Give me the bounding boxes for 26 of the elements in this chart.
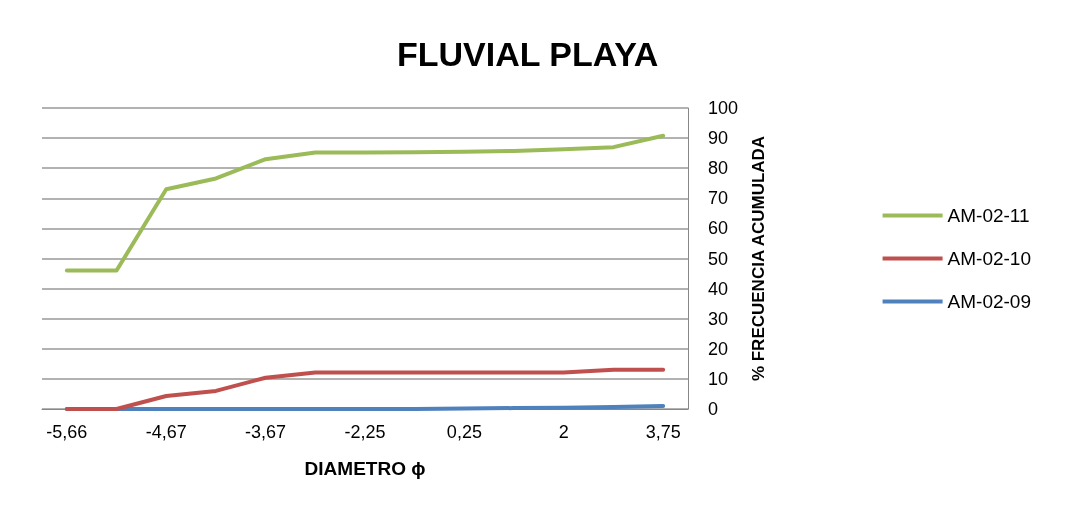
x-tick-label: 0,25 xyxy=(446,422,482,442)
y-tick-label: 10 xyxy=(708,368,729,389)
legend-label: AM-02-09 xyxy=(947,291,1031,312)
x-tick-label: -5,66 xyxy=(46,422,88,442)
chart-title: FLUVIAL PLAYA xyxy=(397,35,659,73)
y-tick-label: 20 xyxy=(708,338,729,359)
line-series xyxy=(64,367,666,411)
y-axis-title: % FRECUENCIA ACUMULADA xyxy=(749,135,768,382)
y-tick-label: 100 xyxy=(708,98,739,118)
x-tick-label: -4,67 xyxy=(145,422,187,442)
legend-label: AM-02-10 xyxy=(947,248,1031,269)
x-tick-label: 2 xyxy=(558,422,569,442)
y-tick-label: 60 xyxy=(708,218,729,239)
y-tick-label: 40 xyxy=(708,278,729,299)
y-tick-label: 70 xyxy=(708,188,729,209)
x-axis-title: DIAMETRO ϕ xyxy=(304,458,426,479)
legend-label: AM-02-11 xyxy=(947,205,1030,226)
x-tick-label: 3,75 xyxy=(645,422,681,442)
y-tick-label: 90 xyxy=(708,128,729,149)
x-tick-label: -3,67 xyxy=(245,422,287,442)
x-tick-label: -2,25 xyxy=(344,422,386,442)
y-tick-label: 50 xyxy=(708,248,729,269)
y-tick-label: 80 xyxy=(708,158,729,179)
line-series xyxy=(64,133,666,273)
y-tick-label: 30 xyxy=(708,308,729,329)
y-tick-label: 0 xyxy=(708,399,719,419)
